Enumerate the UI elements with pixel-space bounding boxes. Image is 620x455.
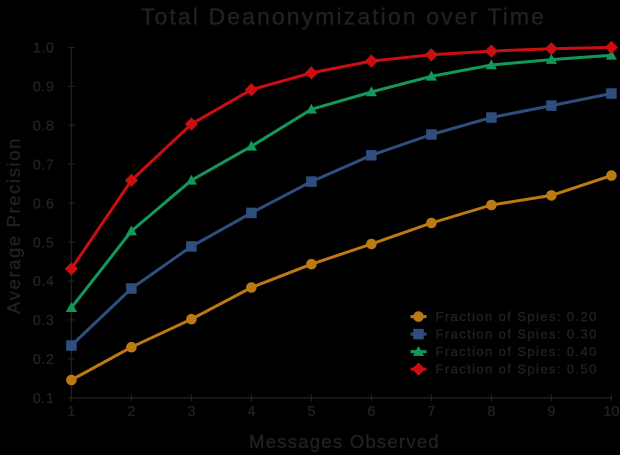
svg-text:8: 8 <box>487 404 495 420</box>
svg-text:0.8: 0.8 <box>33 119 55 135</box>
svg-text:9: 9 <box>547 404 555 420</box>
svg-text:3: 3 <box>187 404 195 420</box>
svg-text:Fraction of Spies: 0.40: Fraction of Spies: 0.40 <box>436 344 598 359</box>
svg-text:4: 4 <box>247 404 255 420</box>
svg-text:7: 7 <box>427 404 435 420</box>
svg-text:0.6: 0.6 <box>33 196 55 212</box>
svg-text:0.7: 0.7 <box>33 158 55 174</box>
svg-text:1.0: 1.0 <box>33 41 55 57</box>
svg-text:Average Precision: Average Precision <box>3 137 24 314</box>
svg-text:10: 10 <box>603 404 619 420</box>
svg-text:0.5: 0.5 <box>33 235 55 251</box>
svg-text:Total Deanonymization over Tim: Total Deanonymization over Time <box>141 3 546 29</box>
svg-text:6: 6 <box>367 404 375 420</box>
svg-text:5: 5 <box>307 404 315 420</box>
svg-text:0.4: 0.4 <box>33 274 55 290</box>
svg-text:Messages Observed: Messages Observed <box>249 431 440 452</box>
svg-text:0.9: 0.9 <box>33 80 55 96</box>
svg-text:0.1: 0.1 <box>33 391 55 407</box>
svg-text:0.2: 0.2 <box>33 352 55 368</box>
svg-text:2: 2 <box>127 404 135 420</box>
svg-text:Fraction of Spies: 0.50: Fraction of Spies: 0.50 <box>436 361 598 376</box>
svg-text:0.3: 0.3 <box>33 313 55 329</box>
svg-text:1: 1 <box>67 404 75 420</box>
svg-text:Fraction of Spies: 0.30: Fraction of Spies: 0.30 <box>436 326 598 341</box>
svg-text:Fraction of Spies: 0.20: Fraction of Spies: 0.20 <box>436 309 598 324</box>
